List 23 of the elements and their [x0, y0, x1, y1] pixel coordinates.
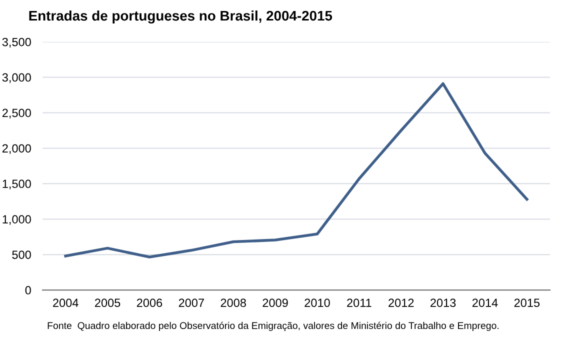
chart-title: Entradas de portugueses no Brasil, 2004-2015 [29, 10, 332, 24]
y-tick-label: 2,500 [2, 108, 31, 119]
x-tick-label: 2014 [472, 298, 498, 308]
y-tick-label: 0 [25, 286, 31, 294]
x-tick-label: 2007 [178, 298, 204, 308]
x-tick-label: 2009 [262, 298, 288, 308]
x-tick-label: 2008 [220, 298, 246, 308]
y-tick-label: 1,500 [2, 180, 31, 190]
x-tick-label: 2011 [347, 298, 372, 308]
y-tick-label: 3,000 [2, 73, 31, 84]
line-series [64, 82, 528, 258]
x-tick-label: 2005 [94, 298, 120, 308]
x-tick-label: 2010 [304, 298, 330, 308]
y-tick-label: 1,000 [2, 215, 31, 225]
x-tick-label: 2006 [136, 298, 162, 308]
x-tick-label: 2015 [514, 298, 540, 308]
x-tick-label: 2004 [53, 298, 78, 308]
x-tick-label: 2012 [388, 298, 414, 308]
y-tick-label: 3,500 [2, 38, 31, 48]
y-tick-label: 500 [12, 250, 31, 259]
y-tick-label: 2,000 [2, 144, 31, 154]
x-tick-label: 2013 [430, 298, 456, 308]
source-note: Fonte Quadro elaborado pelo Observatório da Emigração, valores de Ministério do Trabalho e Emprego. [48, 322, 499, 332]
